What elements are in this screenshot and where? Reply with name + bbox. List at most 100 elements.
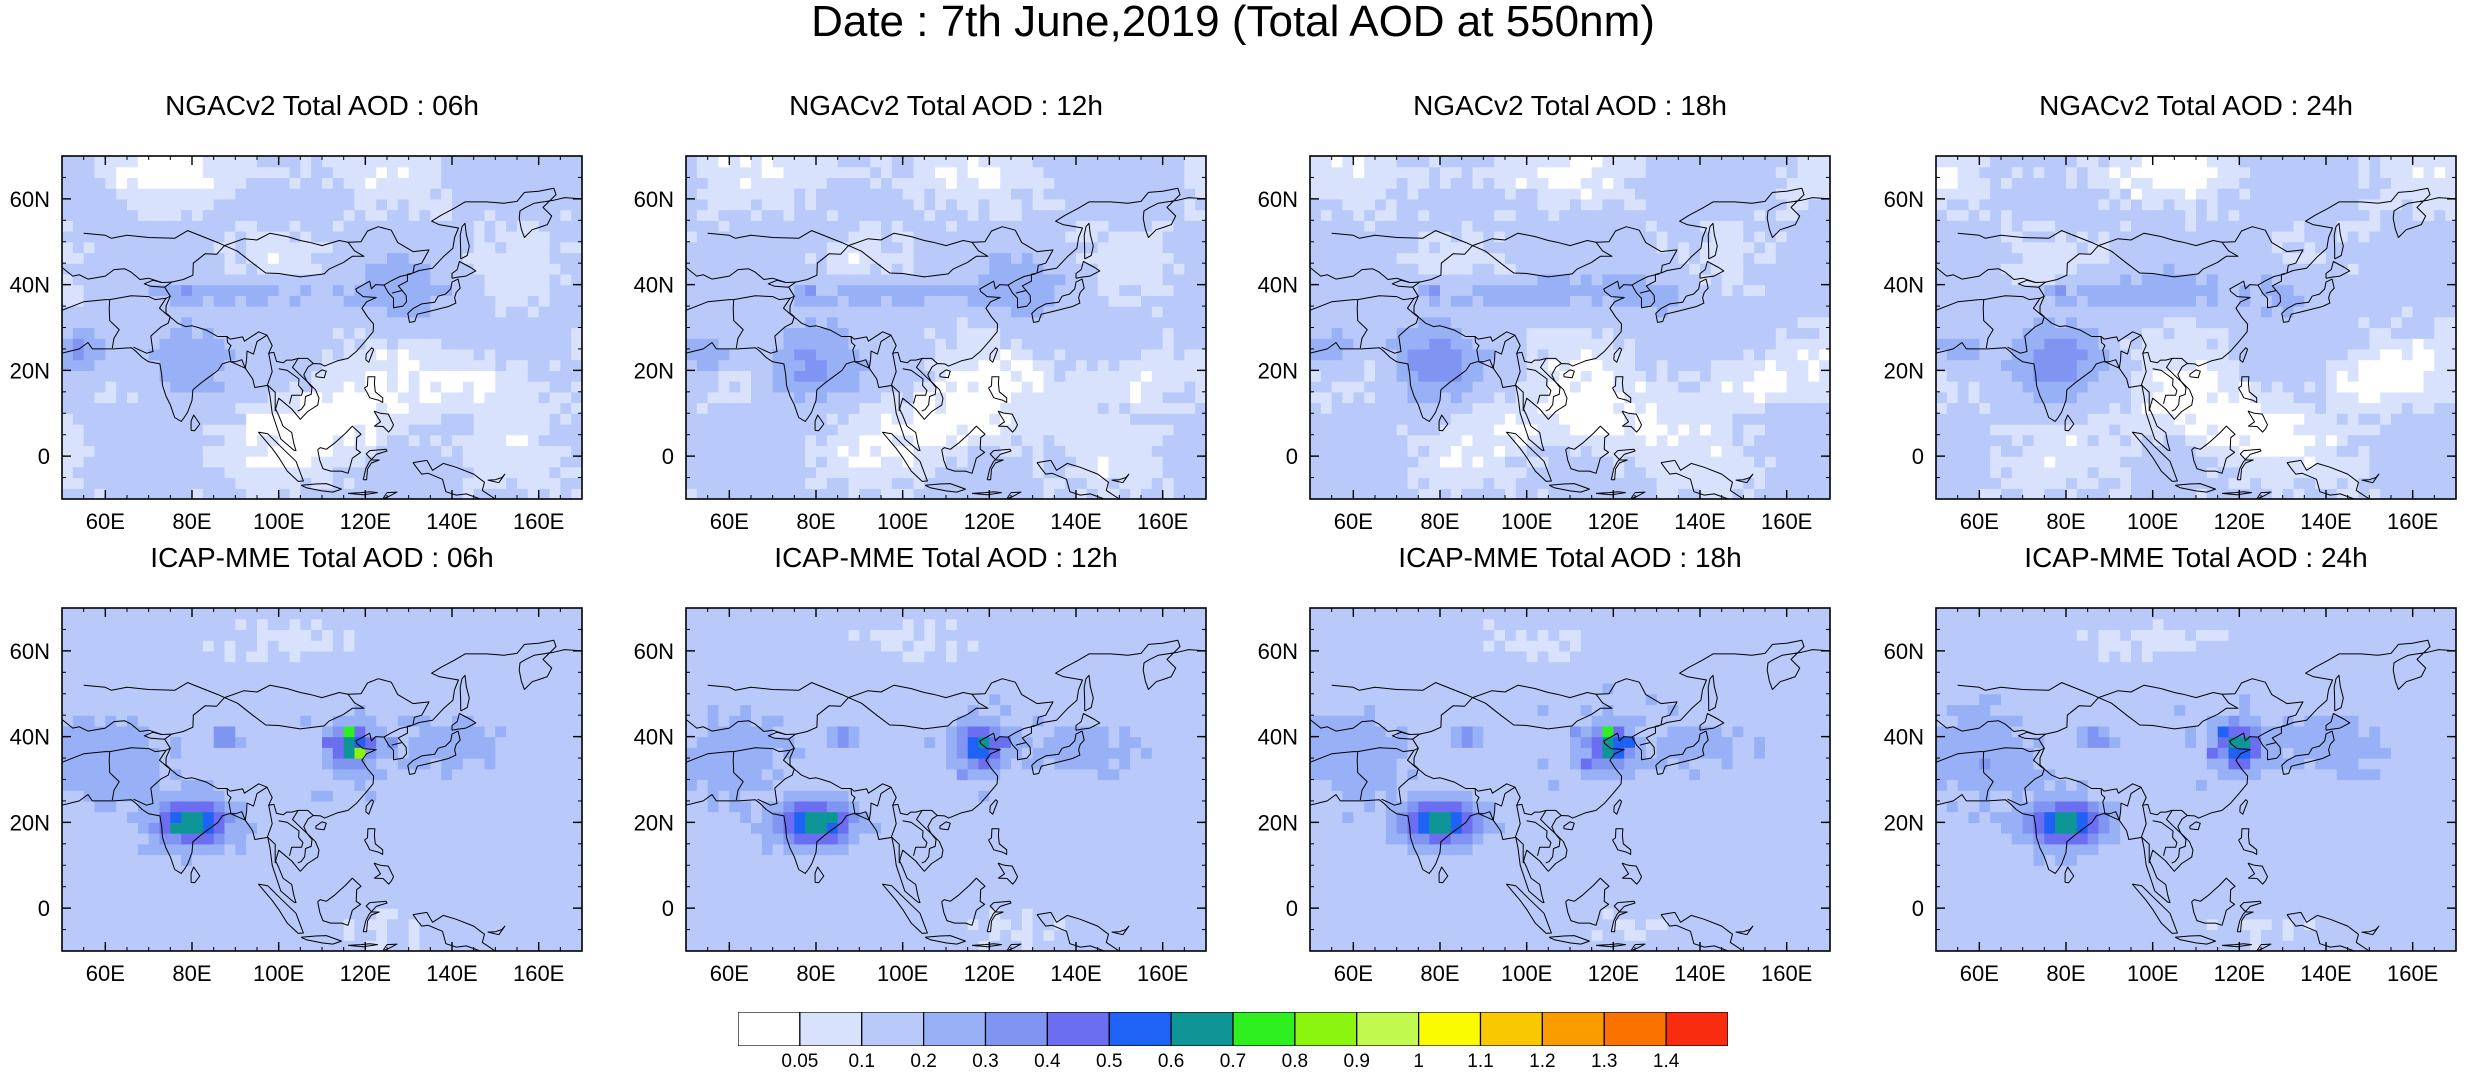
colorbar-label: 1 — [1413, 1052, 1424, 1071]
lon-tick-label: 160E — [1761, 961, 1812, 986]
colorbar-label: 0.6 — [1158, 1052, 1184, 1071]
colorbar-label: 0.3 — [972, 1052, 998, 1071]
lat-tick-label: 40N — [1258, 725, 1298, 750]
lon-tick-label: 160E — [1137, 961, 1188, 986]
lon-tick-label: 120E — [964, 961, 1015, 986]
lat-tick-label: 0 — [1912, 896, 1924, 921]
lat-tick-label: 20N — [634, 358, 674, 383]
lat-tick-label: 40N — [1884, 273, 1924, 298]
figure-title: Date : 7th June,2019 (Total AOD at 550nm… — [0, 0, 2466, 44]
lon-tick-label: 140E — [1050, 961, 1101, 986]
lon-tick-label: 60E — [1334, 961, 1373, 986]
colorbar-label: 0.2 — [910, 1052, 936, 1071]
lon-tick-label: 120E — [340, 961, 391, 986]
lat-tick-label: 20N — [1258, 810, 1298, 835]
colorbar-swatch — [1357, 1012, 1419, 1046]
colorbar-label: 0.4 — [1034, 1052, 1060, 1071]
lon-tick-label: 140E — [1050, 509, 1101, 534]
lat-tick-label: 0 — [38, 896, 50, 921]
lat-tick-label: 20N — [10, 358, 50, 383]
colorbar-swatch — [1481, 1012, 1543, 1046]
lat-tick-label: 0 — [38, 444, 50, 469]
lat-tick-label: 20N — [10, 810, 50, 835]
lat-tick-label: 60N — [1258, 187, 1298, 212]
lat-tick-label: 0 — [662, 896, 674, 921]
colorbar-label: 0.1 — [849, 1052, 875, 1071]
colorbar-label: 1.1 — [1467, 1052, 1493, 1071]
lon-tick-label: 140E — [1674, 961, 1725, 986]
lat-tick-label: 60N — [1884, 187, 1924, 212]
lat-tick-label: 40N — [1884, 725, 1924, 750]
lon-tick-label: 100E — [2127, 961, 2178, 986]
lon-tick-label: 120E — [340, 509, 391, 534]
lon-tick-label: 140E — [2300, 509, 2351, 534]
colorbar-label: 1.3 — [1591, 1052, 1617, 1071]
lon-tick-label: 80E — [796, 961, 835, 986]
lon-tick-label: 100E — [877, 961, 928, 986]
lon-tick-label: 120E — [2214, 509, 2265, 534]
lon-tick-label: 100E — [1501, 961, 1552, 986]
lon-tick-label: 80E — [2046, 961, 2085, 986]
colorbar-label: 0.5 — [1096, 1052, 1122, 1071]
lon-tick-label: 80E — [1420, 509, 1459, 534]
lon-tick-label: 160E — [1761, 509, 1812, 534]
colorbar-label: 1.2 — [1529, 1052, 1555, 1071]
lat-tick-label: 0 — [662, 444, 674, 469]
colorbar-swatch — [924, 1012, 986, 1046]
lon-tick-label: 60E — [1960, 509, 1999, 534]
lat-tick-label: 40N — [10, 725, 50, 750]
lon-tick-label: 100E — [2127, 509, 2178, 534]
lat-tick-label: 20N — [1884, 358, 1924, 383]
lon-tick-label: 100E — [877, 509, 928, 534]
lon-tick-label: 60E — [1334, 509, 1373, 534]
colorbar-swatch — [800, 1012, 862, 1046]
colorbar-swatch — [1233, 1012, 1295, 1046]
lon-tick-label: 160E — [513, 961, 564, 986]
lon-tick-label: 100E — [1501, 509, 1552, 534]
lon-tick-label: 60E — [86, 509, 125, 534]
lon-tick-label: 60E — [710, 961, 749, 986]
lat-tick-label: 20N — [634, 810, 674, 835]
lat-tick-label: 0 — [1286, 444, 1298, 469]
lon-tick-label: 100E — [253, 509, 304, 534]
lon-tick-label: 60E — [1960, 961, 1999, 986]
lon-tick-label: 120E — [1588, 509, 1639, 534]
colorbar — [738, 1012, 1728, 1046]
lat-tick-label: 40N — [634, 725, 674, 750]
colorbar-swatch — [1047, 1012, 1109, 1046]
lon-tick-label: 160E — [2387, 961, 2438, 986]
lon-tick-label: 60E — [86, 961, 125, 986]
lon-tick-label: 160E — [513, 509, 564, 534]
lon-tick-label: 80E — [796, 509, 835, 534]
lat-tick-label: 60N — [1884, 639, 1924, 664]
lon-tick-label: 80E — [2046, 509, 2085, 534]
lat-tick-label: 60N — [10, 639, 50, 664]
lon-tick-label: 140E — [2300, 961, 2351, 986]
lat-tick-label: 40N — [1258, 273, 1298, 298]
lon-tick-label: 60E — [710, 509, 749, 534]
lon-tick-label: 80E — [172, 509, 211, 534]
colorbar-swatch — [738, 1012, 800, 1046]
lat-tick-label: 20N — [1258, 358, 1298, 383]
colorbar-label: 0.7 — [1220, 1052, 1246, 1071]
lon-tick-label: 140E — [426, 509, 477, 534]
colorbar-swatch — [1666, 1012, 1728, 1046]
lon-tick-label: 120E — [964, 509, 1015, 534]
lon-tick-label: 120E — [2214, 961, 2265, 986]
lon-tick-label: 120E — [1588, 961, 1639, 986]
